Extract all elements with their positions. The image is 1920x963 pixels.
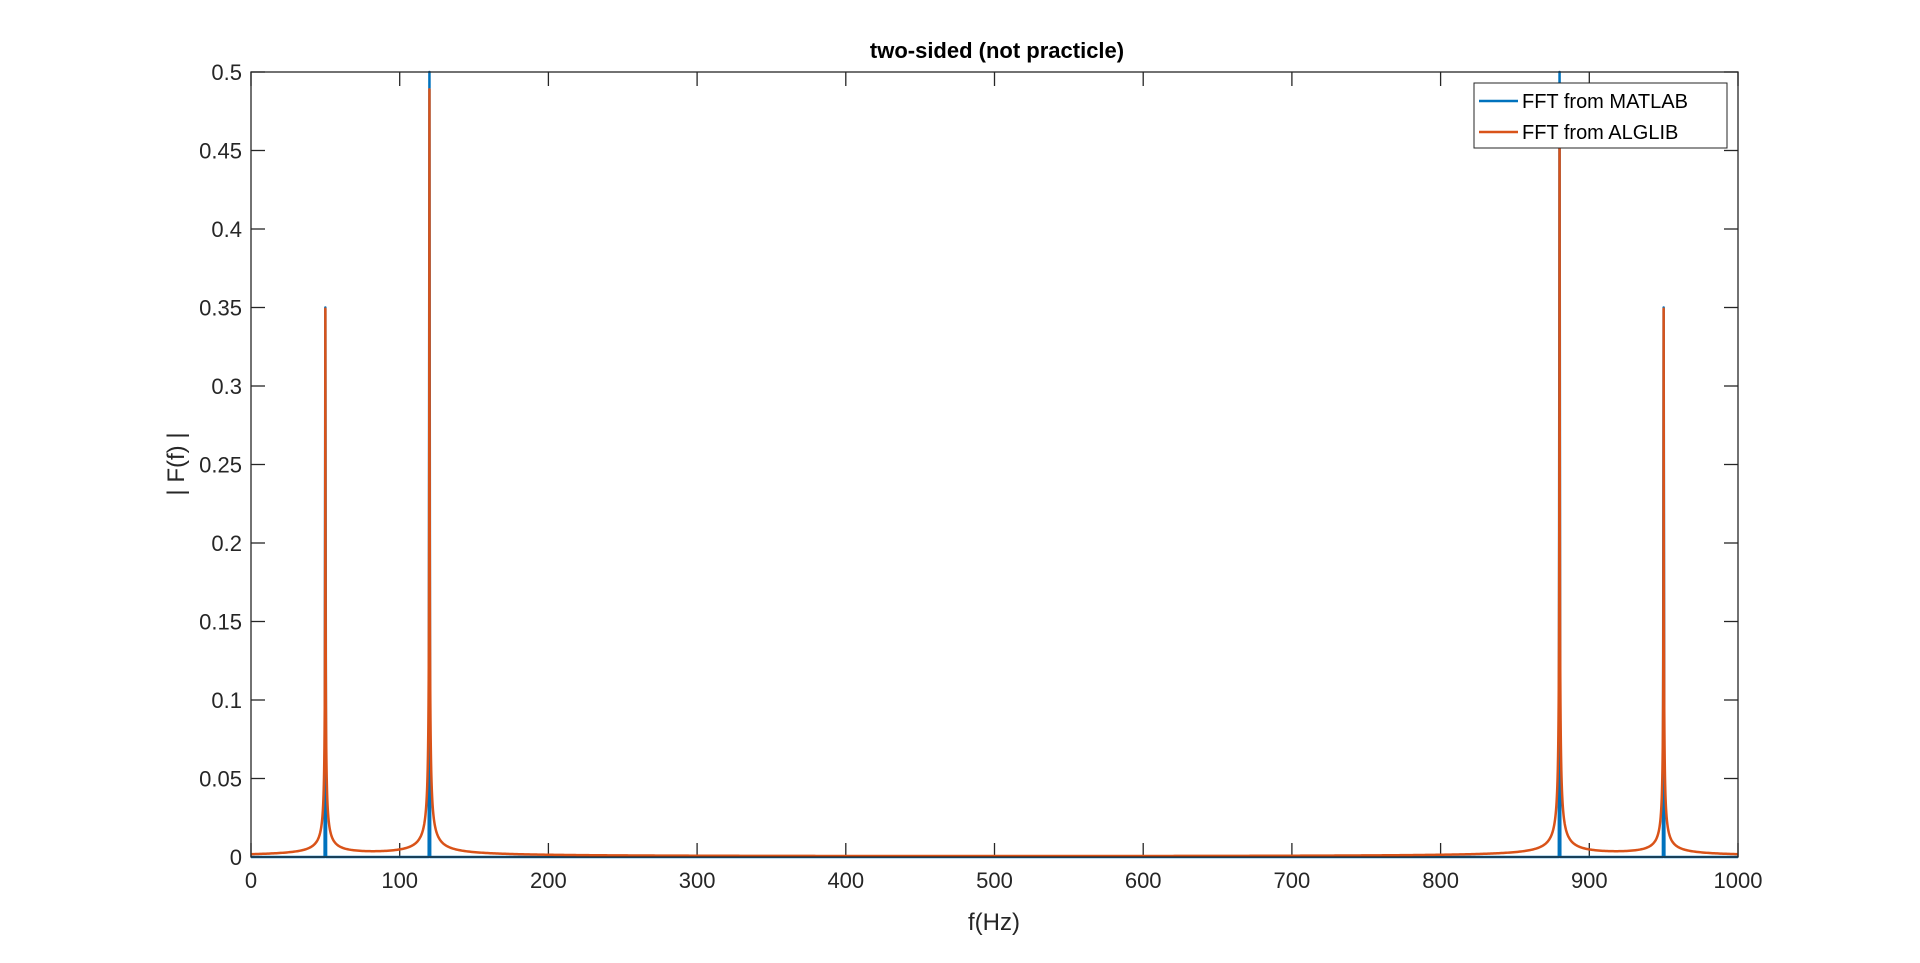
y-axis-label: | F(f) | [163,432,190,495]
x-tick-label: 500 [976,868,1013,893]
x-tick-label: 900 [1571,868,1608,893]
axis-ticks: 0 100 200 300 400 500 600 700 800 900 1000 0 0.05 0.1… [199,60,1762,893]
x-tick-label: 100 [381,868,418,893]
x-tick-label: 1000 [1714,868,1763,893]
y-tick-label: 0.35 [199,296,242,321]
y-tick-label: 0.4 [211,217,242,242]
x-tick-label: 400 [827,868,864,893]
y-tick-label: 0 [230,845,242,870]
y-tick-label: 0.1 [211,688,242,713]
y-tick-label: 0.5 [211,60,242,85]
y-tick-label: 0.15 [199,610,242,635]
x-tick-label: 700 [1274,868,1311,893]
legend-label-alglib: FFT from ALGLIB [1522,122,1678,144]
y-tick-label: 0.05 [199,767,242,792]
x-tick-label: 300 [679,868,716,893]
series-line-alglib [250,88,1739,858]
chart-title: two-sided (not practicle) [870,38,1124,63]
legend: FFT from MATLAB FFT from ALGLIB [1473,82,1728,149]
y-tick-label: 0.3 [211,374,242,399]
x-tick-label: 800 [1422,868,1459,893]
y-tick-label: 0.25 [199,453,242,478]
axes-box [250,71,1739,858]
x-tick-label: 600 [1125,868,1162,893]
x-tick-label: 0 [245,868,257,893]
x-tick-label: 200 [530,868,567,893]
legend-label-matlab: FFT from MATLAB [1522,91,1688,113]
y-tick-label: 0.2 [211,531,242,556]
x-axis-label: f(Hz) [968,909,1020,936]
y-tick-label: 0.45 [199,139,242,164]
legend-box [1473,82,1728,149]
plot-area [251,72,1738,857]
